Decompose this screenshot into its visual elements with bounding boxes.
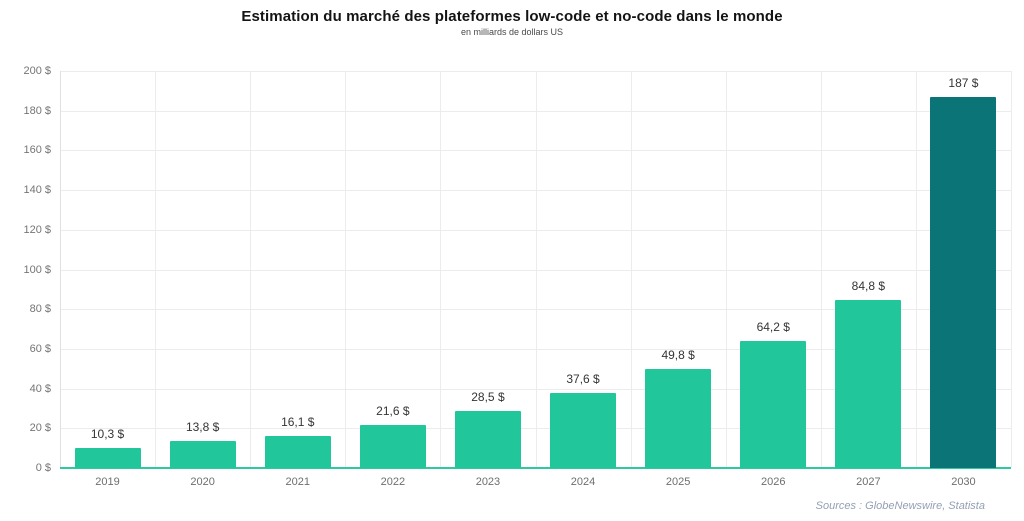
v-gridline bbox=[820, 71, 822, 468]
y-axis-tick-label: 40 $ bbox=[29, 382, 51, 395]
y-axis-tick-label: 20 $ bbox=[29, 422, 51, 435]
bar-value-label: 10,3 $ bbox=[90, 426, 125, 441]
bar-value-label: 16,1 $ bbox=[281, 415, 315, 430]
x-axis-tick-label: 2020 bbox=[190, 476, 215, 488]
v-gridline bbox=[535, 71, 537, 468]
y-axis-tick-label: 180 $ bbox=[23, 104, 51, 117]
v-gridline bbox=[440, 71, 442, 468]
x-axis-tick-label: 2027 bbox=[856, 476, 881, 488]
source-note: Sources : GlobeNewswire, Statista bbox=[815, 500, 985, 512]
chart-subtitle: en milliards de dollars US bbox=[460, 27, 564, 37]
bar-value-label: 64,2 $ bbox=[756, 319, 790, 334]
y-axis-tick-label: 60 $ bbox=[29, 342, 51, 355]
bar-value-label: 28,5 $ bbox=[471, 390, 505, 405]
x-axis-tick-label: 2024 bbox=[570, 476, 596, 488]
y-axis-tick-label: 100 $ bbox=[23, 263, 51, 276]
x-axis-tick-label: 2023 bbox=[475, 476, 501, 488]
y-axis-tick-label: 0 $ bbox=[35, 462, 51, 474]
bar-2022[interactable] bbox=[359, 425, 426, 468]
x-axis-tick-label: 2030 bbox=[951, 476, 976, 488]
bar-value-label: 21,6 $ bbox=[376, 404, 410, 419]
plot-area: 0 $ 20 $ 40 $ 60 $ 80 $ 100 $ 120 $ 140 $ 160 $ 1… bbox=[23, 65, 1012, 488]
bar-value-label: 49,8 $ bbox=[661, 348, 695, 363]
x-axis-tick-label: 2021 bbox=[285, 476, 310, 488]
bar-2021[interactable] bbox=[264, 436, 331, 468]
y-axis-tick-label: 140 $ bbox=[23, 184, 51, 197]
bar-value-label: 187 $ bbox=[948, 75, 979, 90]
chart-title: Estimation du marché des plateformes low… bbox=[241, 8, 783, 25]
bar-2026[interactable] bbox=[740, 340, 807, 468]
v-gridline bbox=[915, 71, 917, 468]
y-axis-tick-label: 80 $ bbox=[29, 303, 51, 316]
bar-2024[interactable] bbox=[550, 393, 617, 468]
bar-value-label: 37,6 $ bbox=[566, 372, 600, 387]
bar-2027[interactable] bbox=[835, 299, 902, 468]
y-axis-tick-label: 200 $ bbox=[23, 65, 51, 77]
x-axis-line bbox=[60, 467, 1011, 469]
bar-2019[interactable] bbox=[74, 447, 141, 468]
x-axis-tick-label: 2022 bbox=[380, 476, 406, 488]
bar-2030[interactable] bbox=[930, 96, 997, 468]
y-axis-tick-label: 120 $ bbox=[23, 223, 51, 236]
v-gridline bbox=[345, 71, 347, 468]
y-axis-tick-label: 160 $ bbox=[23, 144, 51, 157]
bar-value-label: 84,8 $ bbox=[851, 278, 886, 293]
y-axis-line bbox=[60, 71, 61, 468]
v-gridline bbox=[250, 71, 252, 468]
x-axis-tick-label: 2026 bbox=[761, 476, 786, 488]
bar-2025[interactable] bbox=[645, 369, 712, 468]
x-axis-tick-label: 2025 bbox=[665, 476, 691, 488]
v-gridline bbox=[725, 71, 727, 468]
x-axis-tick-label: 2019 bbox=[95, 476, 120, 488]
v-gridline bbox=[1011, 71, 1012, 468]
v-gridline bbox=[155, 71, 157, 468]
bar-2020[interactable] bbox=[169, 440, 236, 468]
bar-value-label: 13,8 $ bbox=[185, 419, 220, 434]
v-gridline bbox=[630, 71, 632, 468]
bar-2023[interactable] bbox=[454, 411, 521, 468]
